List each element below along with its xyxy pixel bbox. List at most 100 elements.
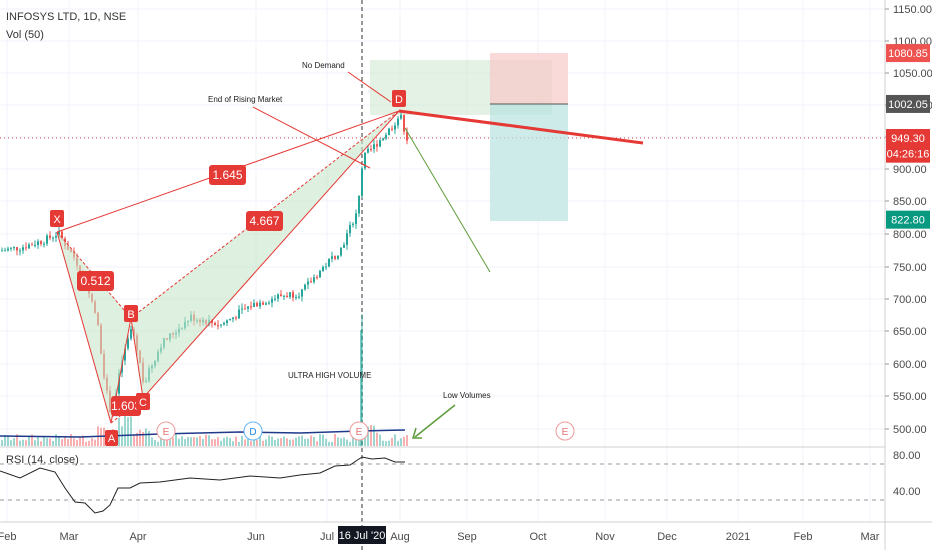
svg-text:1002.05: 1002.05 xyxy=(888,99,928,111)
candle-body xyxy=(316,277,318,279)
volume-bar xyxy=(403,436,405,446)
ratio-label-3: 1.603 xyxy=(111,396,141,416)
event-marker-e-2[interactable]: E xyxy=(349,421,369,441)
time-tick-label: Jul xyxy=(320,531,334,543)
candle-body xyxy=(256,303,258,307)
volume-bar xyxy=(241,435,243,446)
time-tick-label: Oct xyxy=(529,531,546,543)
candle-body xyxy=(325,266,327,268)
volume-bar xyxy=(25,440,27,446)
candle-body xyxy=(307,281,309,285)
time-tick-label: Sep xyxy=(457,531,477,543)
volume-bar xyxy=(13,438,15,446)
volume-bar xyxy=(346,439,348,446)
volume-bar xyxy=(223,437,225,446)
event-marker-e-3[interactable]: E xyxy=(555,421,575,441)
candle-body xyxy=(61,231,63,239)
stop-loss-zone xyxy=(490,53,568,104)
volume-bar xyxy=(247,439,249,446)
candle-body xyxy=(376,144,378,147)
candle-body xyxy=(364,152,366,169)
volume-bar xyxy=(49,438,51,446)
harmonic-pattern[interactable] xyxy=(56,110,400,424)
volume-bar xyxy=(1,440,3,446)
point-label-c[interactable]: C xyxy=(136,393,150,410)
point-label-b[interactable]: B xyxy=(124,305,138,322)
candle-body xyxy=(124,348,126,361)
volume-bar xyxy=(88,440,90,446)
time-tick-label: Mar xyxy=(60,531,79,543)
price-tick-label: 750.00 xyxy=(893,262,927,274)
candle-body xyxy=(226,320,228,323)
volume-bar xyxy=(319,434,321,446)
time-axis[interactable]: Feb Mar Apr Jun Jul Aug Sep Oct Nov Dec 2021 Feb Mar xyxy=(0,531,880,543)
candle-body xyxy=(25,247,27,249)
rsi-line xyxy=(0,456,405,514)
time-tick-label: Nov xyxy=(595,531,615,543)
volume-bar xyxy=(154,439,156,446)
volume-bar xyxy=(139,429,141,446)
volume-bar xyxy=(340,438,342,446)
event-marker-e-1[interactable]: E xyxy=(156,421,176,441)
candle-body xyxy=(55,235,57,238)
candle-body xyxy=(262,302,264,305)
price-tick-label: 800.00 xyxy=(893,229,927,241)
volume-bar xyxy=(211,439,213,446)
candle-body xyxy=(355,213,357,224)
time-tick-label: Apr xyxy=(129,531,146,543)
volume-bar xyxy=(67,439,69,446)
candle-body xyxy=(250,306,252,308)
candle-body xyxy=(358,196,360,214)
candle-body xyxy=(388,128,390,135)
candle-body xyxy=(289,292,291,298)
candle-body xyxy=(328,258,330,267)
candle-body xyxy=(220,324,222,326)
harmonic-xab-fill xyxy=(57,232,131,423)
volume-bar xyxy=(187,437,189,446)
candle-body xyxy=(361,168,363,197)
volume-bar xyxy=(313,436,315,446)
price-tick-label: 700.00 xyxy=(893,294,927,306)
volume-bar xyxy=(397,440,399,446)
harmonic-bcd-fill xyxy=(131,111,399,398)
rsi-legend: RSI (14, close) xyxy=(6,454,79,466)
svg-text:X: X xyxy=(53,214,61,226)
volume-bar xyxy=(343,437,345,446)
candle-body xyxy=(304,284,306,290)
price-tick-label: 900.00 xyxy=(893,164,927,176)
candle-body xyxy=(385,134,387,139)
candle-body xyxy=(37,241,39,245)
rsi-tick-label: 80.00 xyxy=(893,450,921,462)
price-tick-label: 600.00 xyxy=(893,359,927,371)
volume-bar xyxy=(82,435,84,446)
volume-bar xyxy=(244,439,246,446)
event-marker-d[interactable]: D xyxy=(243,421,263,441)
price-tick-label: 550.00 xyxy=(893,391,927,403)
candle-body xyxy=(10,247,12,249)
volume-bar xyxy=(10,440,12,446)
volume-bar xyxy=(220,440,222,446)
volume-bar xyxy=(298,436,300,446)
point-label-x[interactable]: X xyxy=(50,210,64,227)
price-tick-label: 650.00 xyxy=(893,326,927,338)
event-marker-a[interactable]: A xyxy=(105,430,118,446)
candle-body xyxy=(52,237,54,239)
point-label-d[interactable]: D xyxy=(392,90,406,107)
price-tick-label: 850.00 xyxy=(893,196,927,208)
candle-body xyxy=(346,233,348,245)
volume-bar xyxy=(61,439,63,446)
candle-body xyxy=(1,250,3,252)
volume-bar xyxy=(214,439,216,446)
volume-bar xyxy=(37,436,39,446)
time-tick-label: Feb xyxy=(794,531,813,543)
candle-body xyxy=(277,294,279,299)
candle-body xyxy=(130,329,132,339)
downtrend-line[interactable] xyxy=(398,109,644,145)
harmonic-bd-line xyxy=(130,110,400,319)
projection-arrow-line[interactable] xyxy=(404,127,491,273)
volume-bar xyxy=(352,435,354,446)
price-tag: 1080.85 xyxy=(886,44,930,63)
time-tick-label: Mar xyxy=(861,531,880,543)
candle-body xyxy=(268,302,270,304)
